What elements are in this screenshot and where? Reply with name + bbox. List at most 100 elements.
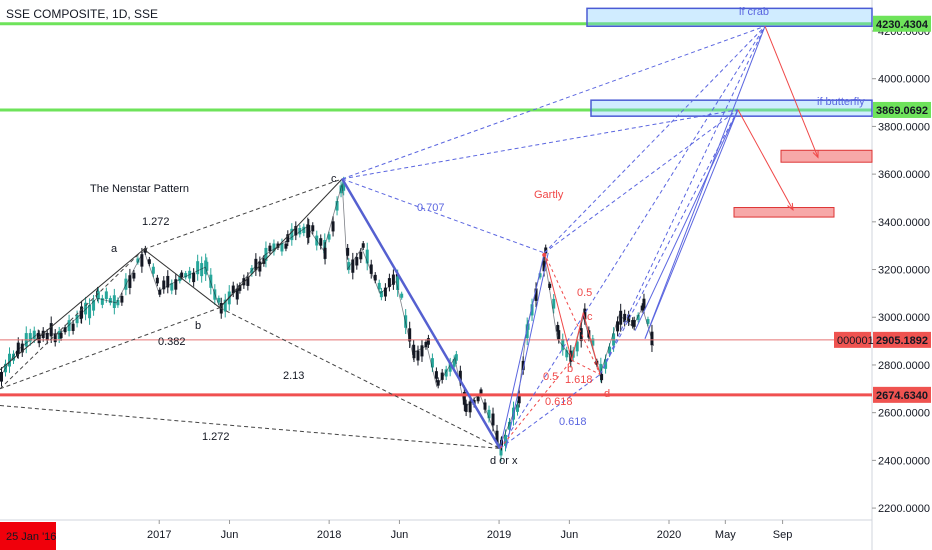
candle-body [155,277,159,284]
candle-body [8,353,11,367]
candle-body [434,371,438,379]
candle-body [351,259,355,273]
leg-bc [219,178,343,309]
candle-body [424,341,428,348]
y-tick-label: 3200.0000 [878,265,930,277]
gartley-point-a-marker [542,252,547,257]
candle-body [627,314,631,323]
leg-xa-gartley [499,252,545,449]
candle-body [302,226,306,234]
leg-xa [0,248,145,371]
candle-body [112,295,116,308]
candle-body [631,320,635,326]
gartley-ratio-bd [571,359,601,375]
candle-body [136,258,140,263]
candle-body [516,404,519,412]
date-badge-label: 25 Jan '16 [6,531,56,543]
candle-body [444,369,448,377]
candle-body [408,328,412,342]
candle-body [412,350,416,359]
candle-body [579,328,583,342]
label-layer: The Nenstar Pattern 1.272 a b 0.382 c 2.13 1.27… [6,6,931,467]
ratio-label: 0.382 [158,336,186,348]
candle-body [355,257,359,266]
candle-body [166,275,170,288]
candle-body [342,181,346,191]
ratio-line-xd [0,405,501,449]
last-price-tag-bg [873,331,931,348]
candle-body [49,323,53,337]
candle-body [420,345,424,357]
candle-body [272,243,276,252]
candle-body [174,279,178,290]
candle-body [59,332,63,339]
drawing-layer [0,7,873,450]
point-label-c: c [587,311,593,323]
candle-body [476,396,480,402]
leg-cd [341,178,502,450]
ratio-line-d-butterfly [599,109,739,375]
candle-body [556,325,560,332]
ratio-label: 0.707 [417,202,445,214]
point-label-a: a [111,243,118,255]
candle-body [37,334,41,344]
candle-body [646,319,650,324]
butterfly-label: if butterfly [817,96,865,108]
candle-body [120,295,124,303]
gartley-leg-bc [571,312,584,361]
butterfly-zone-box [590,99,873,117]
candle-body [534,288,538,301]
candle-body [323,247,327,259]
candle-body [162,280,166,290]
candle-body [454,354,458,361]
ratio-line-x-crab [499,25,766,449]
candle-body [517,394,521,404]
candle-body [557,330,561,340]
ratio-label: 1.272 [142,216,170,228]
candle-body [0,371,3,382]
target-box-lower [733,207,835,218]
gartley-ratio-ad [543,252,601,375]
candle-body [280,242,284,252]
gartley-ratio-xb [499,359,573,449]
candle-body [426,338,430,345]
x-tick-label: Jun [391,529,409,541]
y-tick-label: 2200.0000 [878,503,930,515]
candle-body [495,430,499,443]
ratio-line-bd [219,307,501,449]
crab-zone-box [586,7,873,27]
candle-body [116,300,120,306]
candle-body [298,228,302,235]
candle-body [346,247,350,256]
candle-body [369,264,373,274]
candle-body [16,342,20,354]
candle-body [331,221,335,232]
candle-body [361,243,365,248]
crab-label: if crab [739,6,769,18]
y-tick-label: 3400.0000 [878,217,930,229]
candle-body [53,333,57,343]
candle-body [373,274,377,281]
y-tick-label: 3600.0000 [878,169,930,181]
candle-body [468,401,472,413]
candle-body [12,353,15,361]
y-tick-label: 3000.0000 [878,312,930,324]
last-price-tag: 2905.1892 [876,335,928,347]
candle-body [436,380,440,386]
gartley-leg-ab [543,252,573,361]
candle-body [452,359,456,367]
candle-body [32,330,36,339]
candle-body [508,421,511,430]
y-tick-label: 2800.0000 [878,360,930,372]
candle-body [599,363,603,377]
candle-body [223,299,227,312]
candle-body [238,285,242,291]
candle-body [462,392,466,405]
leg-xa-gartley-2 [505,252,549,449]
candle-body [192,272,196,283]
candle-body [552,298,556,309]
candle-body [339,185,343,194]
x-tick-label: 2019 [487,529,511,541]
